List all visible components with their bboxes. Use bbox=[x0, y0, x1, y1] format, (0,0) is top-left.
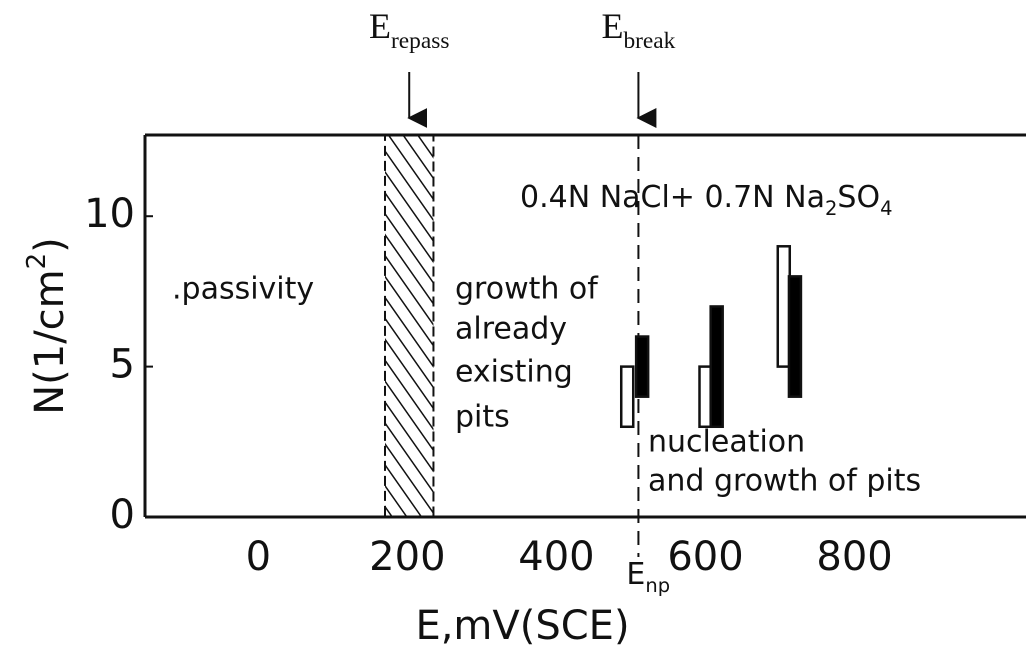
x-tick-label: 800 bbox=[816, 534, 892, 580]
nucleation-label: nucleation bbox=[648, 425, 805, 460]
e-np-label: Enp bbox=[626, 557, 670, 598]
y-axis-label-part: 2 bbox=[22, 253, 52, 270]
solution-label-part: SO bbox=[837, 180, 880, 215]
e-label-part: E bbox=[369, 6, 391, 46]
x-tick-label: 400 bbox=[518, 534, 594, 580]
growth-label: already bbox=[455, 312, 567, 347]
solution-label-part: 4 bbox=[880, 197, 892, 220]
x-tick-label: 600 bbox=[667, 534, 743, 580]
e-label-part: repass bbox=[391, 28, 449, 54]
repass-band bbox=[384, 134, 435, 518]
y-axis-label-part: N(1/cm bbox=[27, 269, 73, 414]
x-tick-label: 0 bbox=[246, 534, 271, 580]
x-tick-label: 200 bbox=[369, 534, 445, 580]
range-bar bbox=[787, 275, 803, 398]
solution-label-part: 0.4N NaCl+ 0.7N Na bbox=[520, 180, 825, 215]
range-bar bbox=[619, 365, 635, 429]
e-np-label-part: np bbox=[645, 574, 670, 597]
y-axis-label-part: ) bbox=[27, 237, 73, 253]
e-label-part: break bbox=[623, 28, 675, 54]
growth-label: growth of bbox=[455, 272, 599, 307]
growth-label: existing bbox=[455, 355, 573, 390]
solution-label-part: 2 bbox=[825, 197, 837, 220]
e-label-part: E bbox=[601, 6, 623, 46]
range-bar bbox=[634, 335, 650, 398]
e-label: Ebreak bbox=[601, 6, 675, 54]
nucleation-label: and growth of pits bbox=[648, 464, 921, 499]
x-axis-label: E,mV(SCE) bbox=[415, 603, 629, 649]
growth-label: pits bbox=[455, 400, 510, 435]
y-tick-label: 5 bbox=[110, 342, 135, 388]
solution-label: 0.4N NaCl+ 0.7N Na2SO4 bbox=[520, 180, 892, 221]
y-tick-label: 10 bbox=[84, 191, 135, 237]
y-tick-label: 0 bbox=[110, 492, 135, 538]
e-np-label-part: E bbox=[626, 557, 645, 592]
passivity-label: .passivity bbox=[172, 272, 314, 307]
e-label: Erepass bbox=[369, 6, 449, 54]
range-bar bbox=[709, 305, 724, 429]
y-axis-label: N(1/cm2) bbox=[22, 237, 74, 415]
